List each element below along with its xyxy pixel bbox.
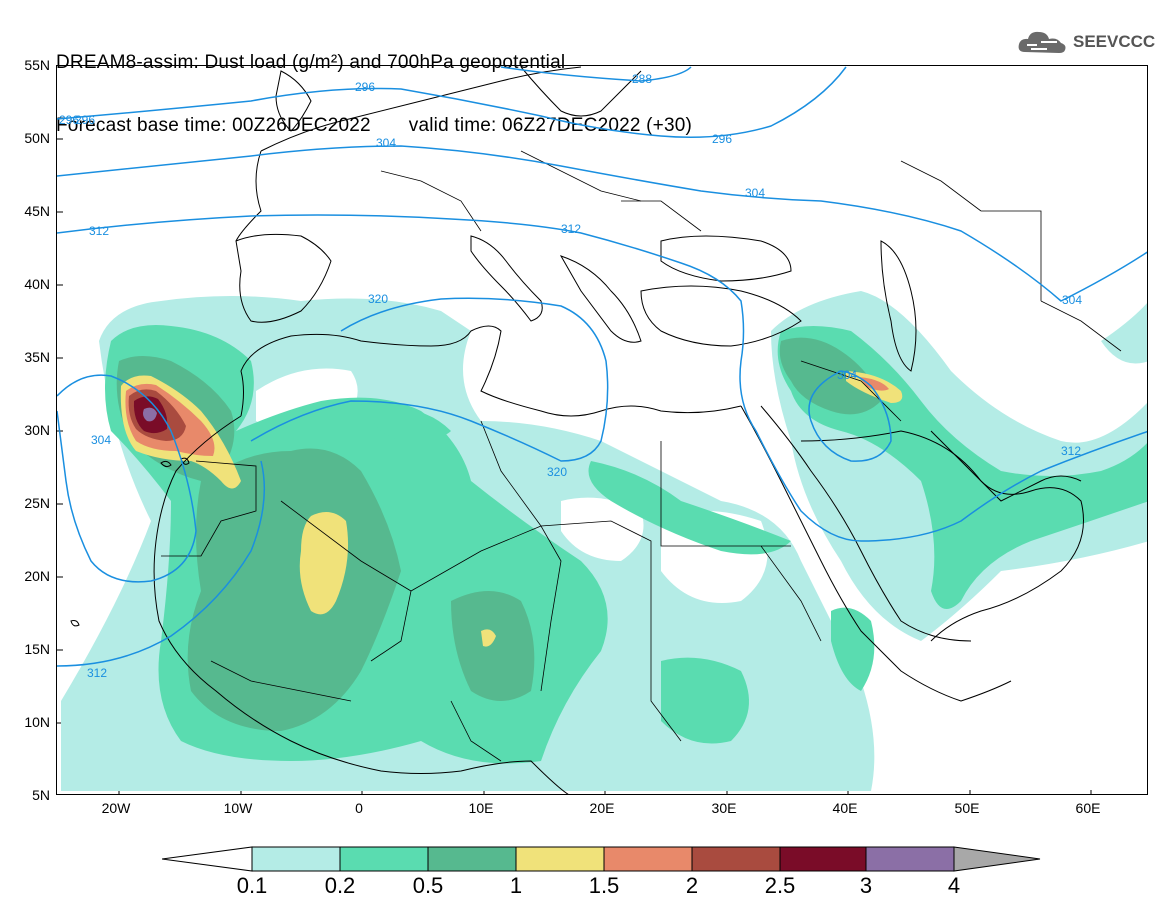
lat-label-25n: 25N xyxy=(24,495,50,511)
contour-label: 304 xyxy=(91,433,111,447)
lat-label-5n: 5N xyxy=(32,787,50,803)
contour-label: 304 xyxy=(1062,293,1082,307)
colorbar-segment-1 xyxy=(515,846,605,872)
lon-label-10e: 10E xyxy=(468,800,494,816)
lat-label-20n: 20N xyxy=(24,568,50,584)
contour-label: 296 xyxy=(712,132,732,146)
colorbar-label: 1.5 xyxy=(588,873,620,898)
colorbar-label: 4 xyxy=(947,873,961,898)
lon-label-20w: 20W xyxy=(101,800,131,816)
map-title: DREAM8-assim: Dust load (g/m²) and 700hP… xyxy=(56,10,692,157)
map-panel: 296 296 296 288 304 296 304 312 312 304 … xyxy=(56,65,1148,795)
contour-label: 312 xyxy=(1061,444,1081,458)
contour-label: 296 xyxy=(59,113,79,127)
colorbar-segment-2-5 xyxy=(779,846,867,872)
country-borders xyxy=(161,150,1122,762)
colorbar-high-arrow xyxy=(953,846,1041,872)
lon-label-20e: 20E xyxy=(589,800,615,816)
contour-label: 304 xyxy=(745,186,765,200)
logo-text: SEEVCCC xyxy=(1073,32,1156,51)
contour-312-north xyxy=(57,214,1147,542)
title-line-1: DREAM8-assim: Dust load (g/m²) and 700hP… xyxy=(56,52,566,73)
contour-312-west xyxy=(57,460,266,667)
colorbar-label: 0.2 xyxy=(324,873,356,898)
geopotential-contours xyxy=(57,66,1147,667)
lat-label-55n: 55N xyxy=(24,57,50,73)
cloud-icon xyxy=(1018,31,1066,53)
colorbar-segment-3 xyxy=(865,846,955,872)
contour-label: 304 xyxy=(837,368,857,382)
dust-map: 296 296 296 288 304 296 304 312 312 304 … xyxy=(57,66,1147,794)
seevccc-logo: SEEVCCC xyxy=(1017,28,1155,56)
contour-288 xyxy=(500,66,692,82)
lon-label-40e: 40E xyxy=(832,800,858,816)
colorbar-segment-2 xyxy=(691,846,781,872)
contour-320 xyxy=(250,297,609,462)
forecast-base-time: Forecast base time: 00Z26DEC2022 xyxy=(56,115,371,136)
colorbar-low-arrow xyxy=(162,846,253,872)
colorbar xyxy=(162,846,1041,872)
lat-label-15n: 15N xyxy=(24,641,50,657)
colorbar-segment-1-5 xyxy=(603,846,693,872)
contour-304-east xyxy=(808,370,892,462)
contour-label: 312 xyxy=(561,222,581,236)
contour-label: 296 xyxy=(75,113,95,127)
contour-label: 320 xyxy=(547,465,567,479)
contour-label: 304 xyxy=(376,136,396,150)
contour-labels: 296 296 296 288 304 296 304 312 312 304 … xyxy=(59,72,1082,680)
lon-label-0: 0 xyxy=(355,800,363,816)
lon-label-30e: 30E xyxy=(711,800,737,816)
contour-label: 312 xyxy=(89,224,109,238)
colorbar-segment-0-1 xyxy=(251,846,341,872)
colorbar-label: 2.5 xyxy=(764,873,796,898)
colorbar-label: 3 xyxy=(859,873,873,898)
contour-label: 296 xyxy=(355,80,375,94)
contour-label: 320 xyxy=(368,292,388,306)
contour-label: 288 xyxy=(632,72,652,86)
colorbar-label: 0.1 xyxy=(236,873,268,898)
colorbar-segment-0-5 xyxy=(427,846,517,872)
lat-label-40n: 40N xyxy=(24,276,50,292)
colorbar-segment-0-2 xyxy=(339,846,429,872)
valid-time: valid time: 06Z27DEC2022 (+30) xyxy=(408,115,693,136)
colorbar-label: 1 xyxy=(509,873,523,898)
contour-296-north xyxy=(57,66,847,138)
contour-304-west xyxy=(57,374,197,583)
lon-label-10w: 10W xyxy=(223,800,253,816)
lon-label-60e: 60E xyxy=(1075,800,1101,816)
lat-label-10n: 10N xyxy=(24,714,50,730)
lat-label-50n: 50N xyxy=(24,130,50,146)
lat-label-30n: 30N xyxy=(24,422,50,438)
contour-label: 312 xyxy=(87,666,107,680)
lon-label-50e: 50E xyxy=(954,800,980,816)
lat-label-35n: 35N xyxy=(24,349,50,365)
dust-level-3 xyxy=(143,407,157,422)
title-line-2: Forecast base time: 00Z26DEC2022 valid t… xyxy=(56,115,692,136)
contour-304-north xyxy=(57,145,1147,302)
lat-label-45n: 45N xyxy=(24,203,50,219)
colorbar-label: 0.5 xyxy=(412,873,444,898)
colorbar-label: 2 xyxy=(685,873,699,898)
